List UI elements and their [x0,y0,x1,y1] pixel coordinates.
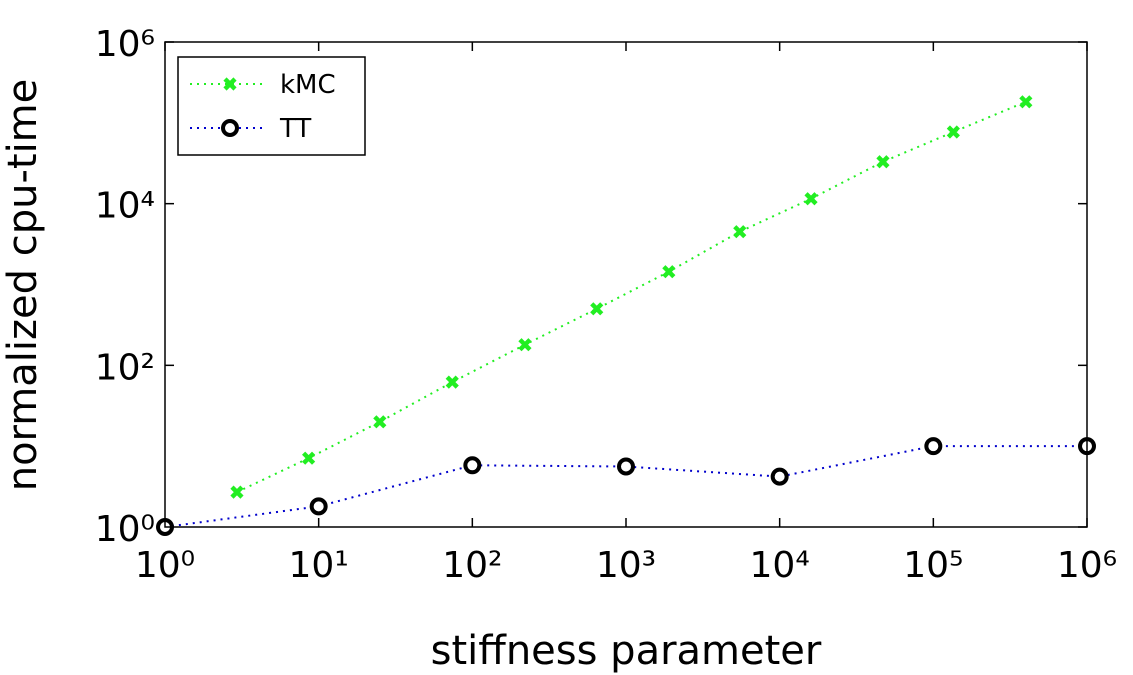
marker [770,467,789,486]
marker-stroke [223,77,237,91]
x-tick-label: 10⁵ [903,545,963,586]
marker-stroke [230,485,244,499]
marker [804,192,818,206]
marker [445,375,459,389]
x-axis-label: stiffness parameter [431,628,822,674]
x-tick-label: 10⁰ [135,545,195,586]
marker-stroke [445,375,459,389]
marker [876,155,890,169]
x-tick-label: 10⁴ [750,545,810,586]
marker [924,437,943,456]
legend-box [177,56,366,156]
x-tick-label: 10² [442,545,502,586]
marker-stroke [804,192,818,206]
series-line [236,100,1027,494]
marker [946,125,960,139]
plot-frame [164,41,1088,528]
marker [733,225,747,239]
marker [230,485,244,499]
marker [617,457,635,476]
legend-label: TT [279,114,311,144]
marker [373,415,387,429]
x-tick-label: 10⁶ [1057,545,1117,586]
marker [1019,95,1033,109]
marker-stroke [518,338,532,352]
marker-stroke [946,125,960,139]
marker-stroke [302,451,316,465]
marker [590,302,604,316]
marker-stroke [733,225,747,239]
y-tick-label: 10² [95,347,155,388]
marker [309,497,328,516]
y-tick-label: 10⁰ [95,509,155,550]
x-tick-label: 10³ [596,545,656,586]
marker [223,77,237,91]
x-tick-label: 10¹ [289,545,349,586]
marker-stroke [662,265,676,279]
y-axis-label: normalized cpu-time [0,79,46,492]
legend-label: kMC [280,70,336,100]
marker-stroke [590,302,604,316]
marker-stroke [876,155,890,169]
marker-stroke [373,415,387,429]
marker-stroke [1019,95,1033,109]
marker [518,338,532,352]
marker [463,456,482,475]
y-tick-label: 10⁶ [95,24,155,65]
y-tick-label: 10⁴ [95,186,155,227]
marker [302,451,316,465]
marker [221,119,239,137]
marker [662,265,676,279]
